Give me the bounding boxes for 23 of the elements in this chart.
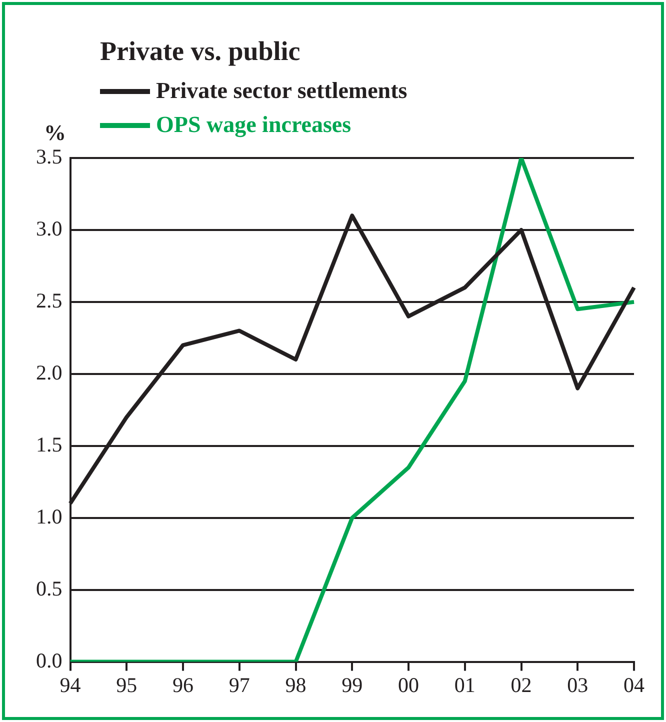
x-tick-label: 96 (172, 672, 194, 697)
x-tick-label: 03 (567, 672, 588, 697)
y-tick-label: 1.5 (36, 432, 62, 456)
x-tick-label: 00 (398, 672, 419, 697)
y-axis-title: % (44, 120, 66, 146)
x-tick-label: 94 (60, 672, 82, 697)
legend-label: OPS wage increases (156, 112, 352, 138)
y-tick-label: 0.5 (36, 576, 62, 600)
x-tick-label: 01 (454, 672, 476, 697)
x-tick-label: 04 (624, 672, 645, 697)
legend-label: Private sector settlements (156, 78, 408, 104)
y-tick-label: 1.0 (36, 504, 62, 528)
x-tick-label: 99 (342, 672, 363, 697)
x-tick-label: 02 (510, 672, 532, 697)
x-tick-label: 97 (228, 672, 250, 697)
chart-title: Private vs. public (100, 36, 300, 67)
y-tick-label: 3.0 (36, 216, 62, 240)
y-tick-label: 2.5 (36, 288, 62, 312)
y-tick-label: 0.0 (36, 648, 62, 672)
y-tick-label: 3.5 (36, 144, 62, 169)
x-tick-label: 95 (116, 672, 138, 697)
y-tick-label: 2.0 (36, 360, 62, 384)
x-tick-label: 98 (285, 672, 306, 697)
